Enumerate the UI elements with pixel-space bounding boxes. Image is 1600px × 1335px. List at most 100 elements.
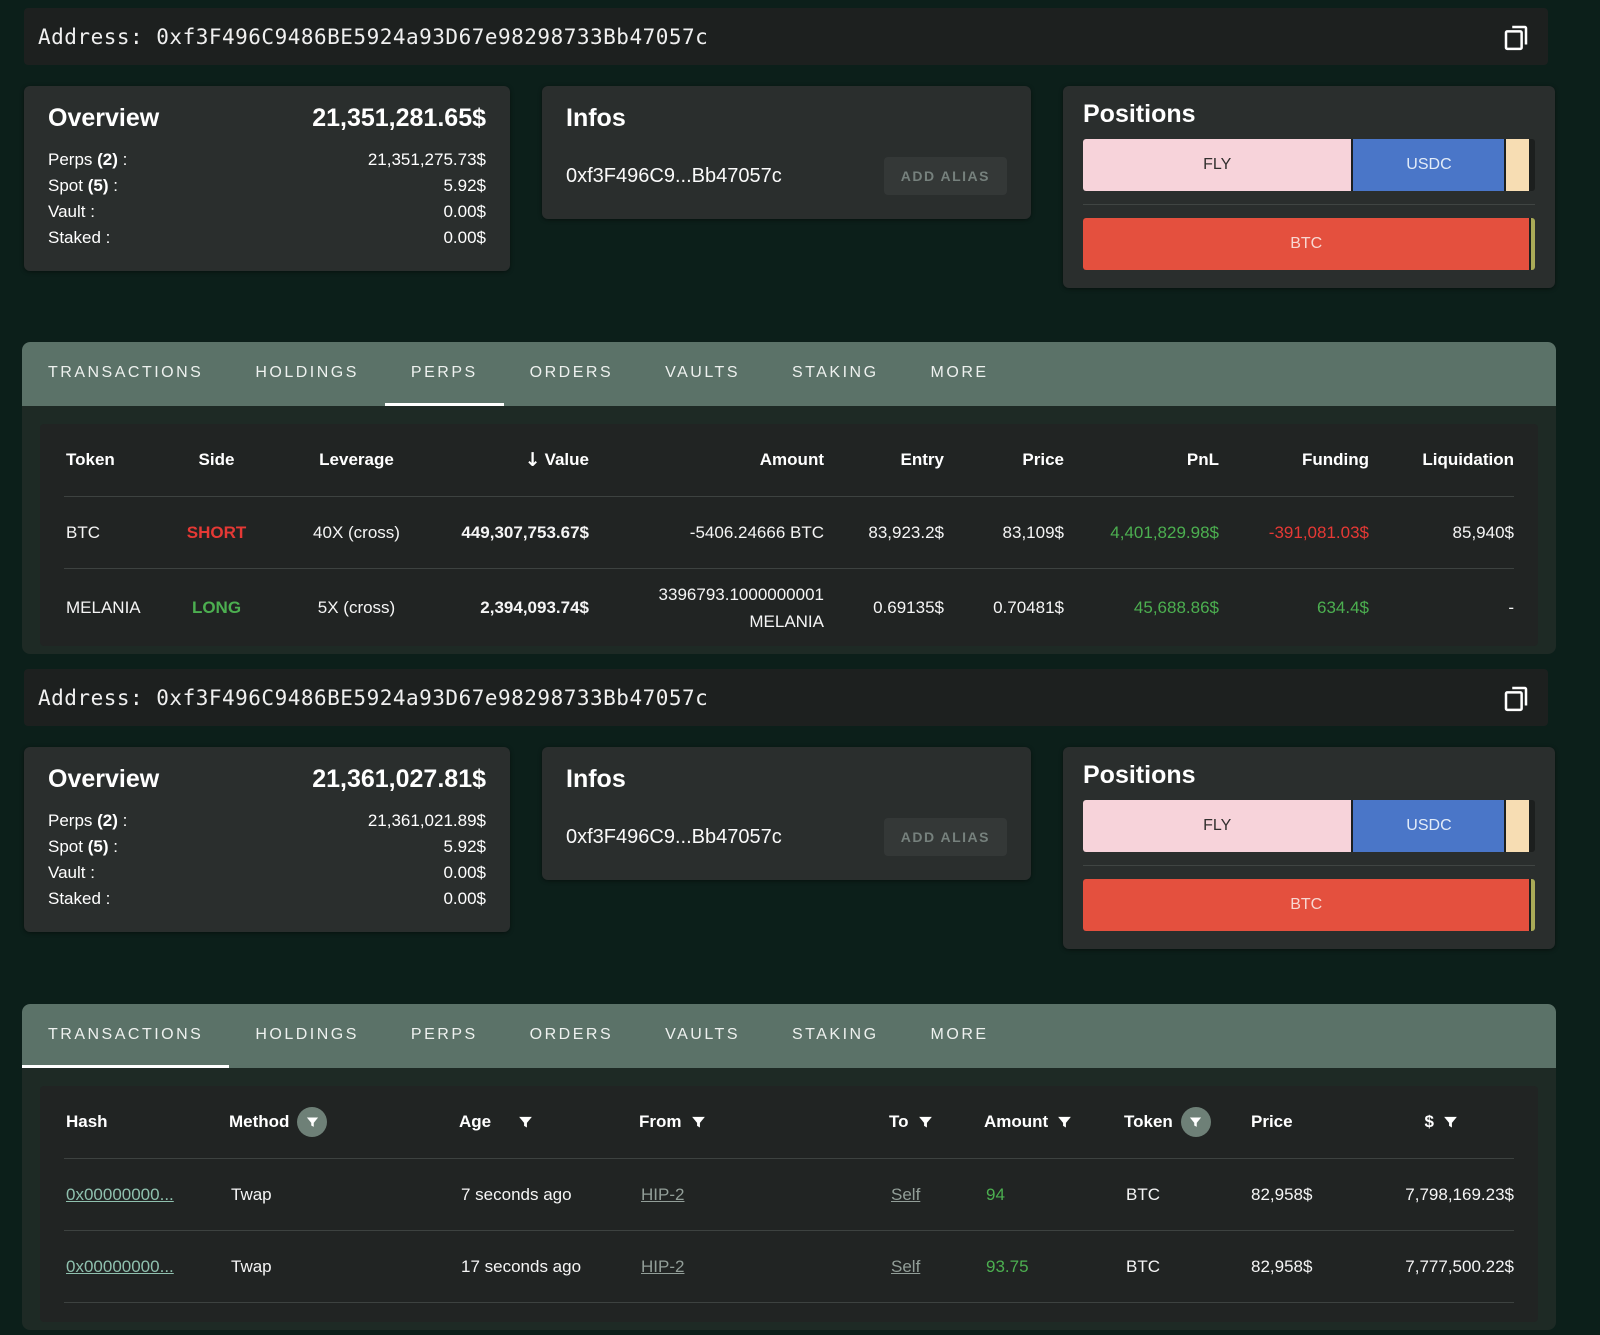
copy-icon[interactable] [1496, 678, 1536, 718]
tab-orders[interactable]: ORDERS [529, 363, 614, 381]
add-alias-button[interactable]: ADD ALIAS [883, 818, 1007, 856]
overview-row-value: 21,351,275.73$ [367, 150, 486, 169]
perps-row: BTC SHORT 40X (cross) 449,307,753.67$ -5… [64, 496, 1514, 568]
cell-price: 83,109$ [1002, 522, 1064, 542]
position-segment-btc[interactable]: BTC [1083, 879, 1530, 931]
position-segment-sliver[interactable] [1531, 218, 1535, 270]
overview-row-label: Perps (2) : [48, 811, 128, 830]
col-header-value[interactable]: ↓ Value [524, 449, 589, 471]
overview-row-staked: Staked : 0.00$ [48, 225, 486, 251]
tab-staking[interactable]: STAKING [792, 1025, 879, 1043]
tx-header-row: Hash Method Age From To Amount Token Pri… [64, 1086, 1514, 1158]
to-link[interactable]: Self [891, 1256, 921, 1276]
cell-token: BTC [1126, 1256, 1160, 1276]
col-header-leverage[interactable]: Leverage [319, 450, 394, 469]
tab-staking[interactable]: STAKING [792, 363, 879, 381]
tab-more[interactable]: MORE [930, 1025, 989, 1043]
hash-link[interactable]: 0x00000000... [66, 1256, 174, 1276]
col-header-amount[interactable]: Amount [759, 450, 824, 469]
col-header-liquidation[interactable]: Liquidation [1422, 450, 1514, 469]
copy-icon[interactable] [1496, 17, 1536, 57]
infos-card: Infos 0xf3F496C9...Bb47057c ADD ALIAS [542, 747, 1031, 880]
filter-icon[interactable] [690, 1114, 707, 1131]
cell-method: Twap [231, 1256, 272, 1276]
cell-usd: 7,798,169.23$ [1405, 1184, 1514, 1204]
address-bar: Address: 0xf3F496C9486BE5924a93D67e98298… [24, 669, 1548, 726]
position-segment-btc[interactable]: BTC [1083, 218, 1530, 270]
to-link[interactable]: Self [891, 1184, 921, 1204]
position-segment-fly[interactable]: FLY [1083, 139, 1352, 191]
overview-row-label: Vault : [48, 202, 95, 221]
cell-token: BTC [1126, 1184, 1160, 1204]
positions-title: Positions [1083, 100, 1196, 128]
filter-icon[interactable] [1442, 1114, 1459, 1131]
overview-total-value: 21,351,281.65$ [312, 104, 486, 132]
tab-bar: TRANSACTIONS HOLDINGS PERPS ORDERS VAULT… [22, 342, 1556, 406]
col-header-price[interactable]: Price [1022, 450, 1064, 469]
from-link[interactable]: HIP-2 [641, 1256, 685, 1276]
tab-transactions[interactable]: TRANSACTIONS [22, 1004, 230, 1068]
position-segment-usdc[interactable]: USDC [1353, 800, 1505, 852]
perp-positions-bar: BTC [1083, 879, 1535, 931]
hash-link[interactable]: 0x00000000... [66, 1184, 174, 1204]
from-link[interactable]: HIP-2 [641, 1184, 685, 1204]
overview-row-vault: Vault : 0.00$ [48, 860, 486, 886]
tx-row: 0x00000000... Twap 17 seconds ago HIP-2 … [64, 1230, 1514, 1302]
tab-transactions[interactable]: TRANSACTIONS [48, 363, 204, 381]
cell-funding: -391,081.03$ [1268, 522, 1369, 542]
overview-row-value: 5.92$ [443, 837, 486, 856]
col-header-side[interactable]: Side [198, 450, 235, 469]
cell-liquidation: - [1508, 597, 1514, 617]
tab-vaults[interactable]: VAULTS [665, 1025, 740, 1043]
tab-more[interactable]: MORE [930, 363, 989, 381]
cell-amount: 93.75 [986, 1256, 1029, 1276]
overview-row-value: 0.00$ [443, 202, 486, 221]
tab-vaults[interactable]: VAULTS [665, 363, 740, 381]
cell-amount: 3396793.1000000001 MELANIA [658, 584, 824, 631]
col-header-price: Price [1251, 1112, 1293, 1131]
position-segment-fly[interactable]: FLY [1083, 800, 1352, 852]
position-segment-small[interactable] [1506, 800, 1530, 852]
overview-row-label: Perps (2) : [48, 150, 128, 169]
tab-perps[interactable]: PERPS [384, 342, 504, 406]
summary-cards-row-2: Overview 21,361,027.81$ Perps (2) : 21,3… [24, 747, 1556, 949]
col-header-pnl[interactable]: PnL [1186, 450, 1219, 469]
position-segment-small[interactable] [1506, 139, 1530, 191]
tab-orders[interactable]: ORDERS [529, 1025, 614, 1043]
tab-perps[interactable]: PERPS [410, 1025, 478, 1043]
cell-amount: -5406.24666 BTC [689, 522, 824, 542]
address-text: Address: 0xf3F496C9486BE5924a93D67e98298… [38, 685, 709, 710]
col-header-entry[interactable]: Entry [900, 450, 944, 469]
col-header-usd: $ [1384, 1112, 1514, 1132]
cell-pnl: 4,401,829.98$ [1110, 522, 1219, 542]
next-row-sliver [64, 1302, 1514, 1322]
col-header-token: Token [1124, 1107, 1249, 1137]
perps-section: TRANSACTIONS HOLDINGS PERPS ORDERS VAULT… [22, 342, 1556, 654]
position-segment-sliver[interactable] [1531, 879, 1535, 931]
overview-row-value: 21,361,021.89$ [367, 811, 486, 830]
filter-icon[interactable] [1056, 1114, 1073, 1131]
add-alias-button[interactable]: ADD ALIAS [883, 157, 1007, 195]
spot-positions-bar: FLY USDC [1083, 800, 1535, 852]
filter-icon[interactable] [517, 1114, 534, 1131]
tab-holdings[interactable]: HOLDINGS [255, 1025, 359, 1043]
cell-liquidation: 85,940$ [1452, 522, 1514, 542]
overview-row-spot: Spot (5) : 5.92$ [48, 834, 486, 860]
positions-divider [1083, 865, 1535, 866]
overview-row-label: Staked : [48, 889, 111, 908]
cell-to: Self [889, 1257, 984, 1277]
short-address: 0xf3F496C9...Bb47057c [566, 164, 782, 187]
col-header-funding[interactable]: Funding [1301, 450, 1369, 469]
tab-bar: TRANSACTIONS HOLDINGS PERPS ORDERS VAULT… [22, 1004, 1556, 1068]
overview-row-value: 5.92$ [443, 176, 486, 195]
overview-row-label: Spot (5) : [48, 837, 118, 856]
tab-holdings[interactable]: HOLDINGS [255, 363, 359, 381]
cell-price: 82,958$ [1251, 1256, 1313, 1276]
col-header-token[interactable]: Token [66, 450, 115, 469]
cell-from: HIP-2 [639, 1257, 889, 1277]
filter-icon[interactable] [1180, 1107, 1211, 1137]
position-segment-usdc[interactable]: USDC [1353, 139, 1505, 191]
overview-row-perps: Perps (2) : 21,361,021.89$ [48, 808, 486, 834]
filter-icon[interactable] [917, 1114, 934, 1131]
filter-icon[interactable] [297, 1107, 328, 1137]
